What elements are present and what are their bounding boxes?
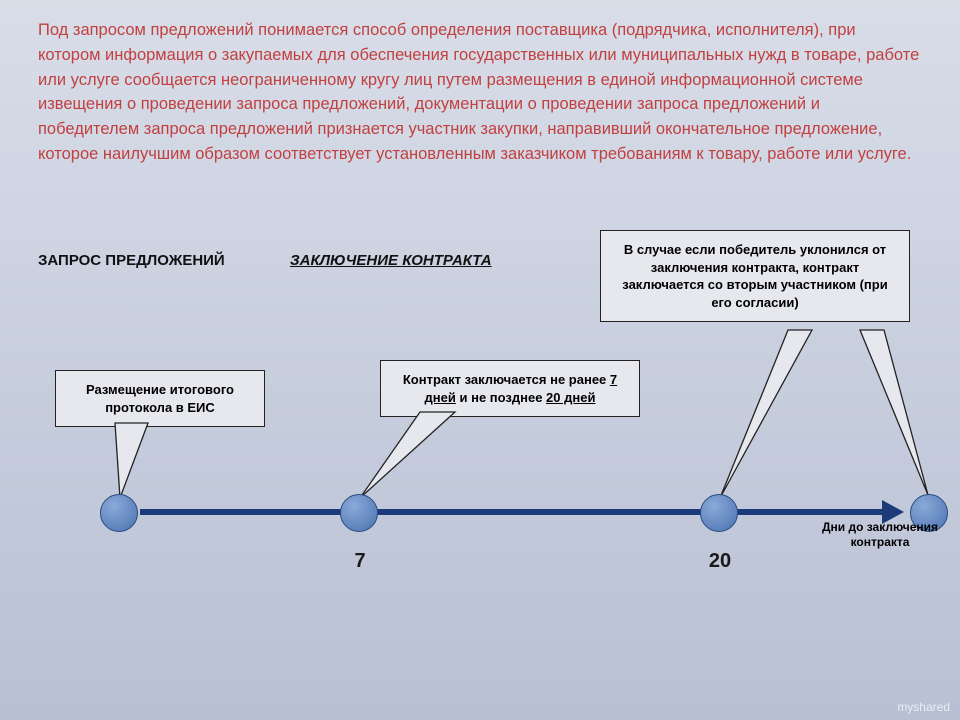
timeline	[100, 494, 900, 534]
heading-contract: ЗАКЛЮЧЕНИЕ КОНТРАКТА	[290, 252, 492, 269]
heading-request: ЗАПРОС ПРЕДЛОЖЕНИЙ	[38, 252, 225, 269]
intro-paragraph: Под запросом предложений понимается спос…	[38, 18, 920, 167]
callout-protocol: Размещение итогового протокола в ЕИС	[55, 370, 265, 427]
callout-2-prefix: Контракт заключается не ранее	[403, 372, 610, 387]
callout-2-days20: 20 дней	[546, 390, 595, 405]
watermark: myshared	[897, 700, 950, 714]
timeline-node-20	[700, 494, 738, 532]
callout-second-participant: В случае если победитель уклонился от за…	[600, 230, 910, 322]
timeline-node-start	[100, 494, 138, 532]
timeline-node-7	[340, 494, 378, 532]
callout-contract-days: Контракт заключается не ранее 7 дней и н…	[380, 360, 640, 417]
axis-label: Дни до заключения контракта	[820, 520, 940, 550]
callout-2-mid: и не позднее	[456, 390, 546, 405]
timeline-line	[140, 509, 885, 515]
tick-7: 7	[340, 550, 380, 573]
tick-20: 20	[700, 550, 740, 573]
